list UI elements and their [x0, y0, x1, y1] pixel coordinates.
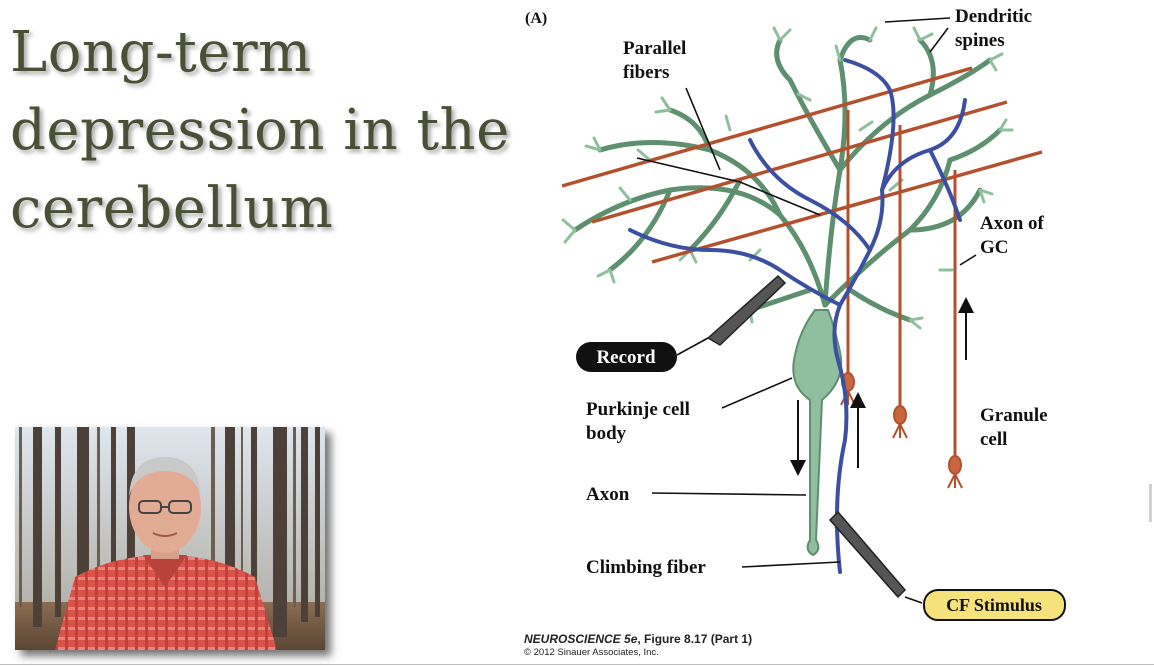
- parallel-fibers-label: Parallel fibers: [623, 38, 691, 83]
- cerebellum-diagram: (A) Dendritic spines Parallel fibers Axo…: [525, 6, 1066, 621]
- climbing-fiber: [628, 58, 967, 574]
- title-line-2: depression in the: [10, 98, 510, 163]
- figure-credit-line: NEUROSCIENCE 5e, Figure 8.17 (Part 1): [524, 632, 752, 646]
- title-line-1: Long-term: [10, 20, 312, 85]
- dendritic-spine-twigs: [561, 26, 1014, 330]
- record-label: Record: [596, 347, 656, 368]
- scrollbar-thumb[interactable]: [1149, 484, 1152, 522]
- granule-cell-axons: [846, 110, 957, 460]
- cf-stimulus-badge: CF Stimulus: [923, 589, 1066, 621]
- cf-stimulus-label: CF Stimulus: [946, 595, 1042, 615]
- presenter-video[interactable]: [15, 427, 325, 650]
- purkinje-cell-body: [792, 309, 843, 557]
- copyright-line: © 2012 Sinauer Associates, Inc.: [524, 647, 659, 658]
- book-title: NEUROSCIENCE 5e: [524, 632, 638, 646]
- axon-label: Axon: [586, 484, 630, 505]
- neuroscience-figure: (A) Dendritic spines Parallel fibers Axo…: [510, 0, 1150, 645]
- granule-cell-label: Granule cell: [980, 405, 1052, 450]
- bottom-divider: [0, 664, 1154, 665]
- figure-number: , Figure 8.17 (Part 1): [637, 632, 753, 646]
- record-badge: Record: [576, 342, 677, 372]
- slide-title: Long-term depression in the cerebellum: [10, 14, 510, 248]
- purkinje-cell-body-label: Purkinje cell body: [586, 399, 695, 444]
- climbing-fiber-label: Climbing fiber: [586, 557, 706, 578]
- label-leader-lines: [636, 17, 977, 604]
- axon-of-gc-label: Axon of GC: [980, 213, 1049, 258]
- title-line-3: cerebellum: [10, 176, 334, 241]
- dendritic-spines-label: Dendritic spines: [955, 6, 1037, 51]
- figure-credit: NEUROSCIENCE 5e, Figure 8.17 (Part 1) © …: [524, 632, 752, 658]
- stimulus-electrode: [828, 510, 907, 599]
- presenter-video-frame: [15, 427, 325, 650]
- record-electrode: [706, 274, 787, 346]
- panel-label: (A): [525, 10, 547, 27]
